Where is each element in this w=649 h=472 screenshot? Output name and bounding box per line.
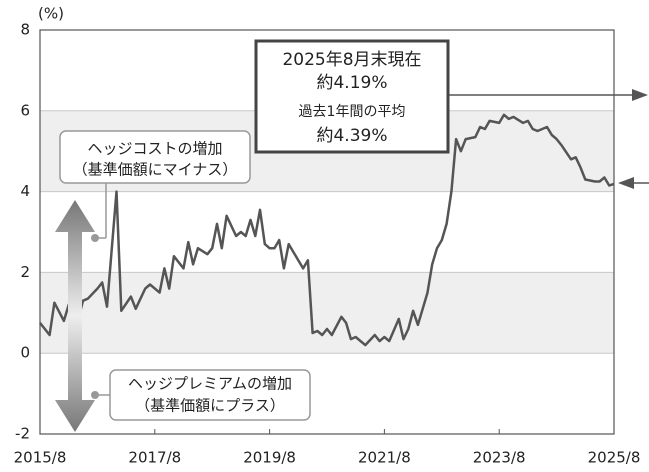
direction-arrow <box>55 200 95 432</box>
callout-box <box>59 130 251 184</box>
callout-box <box>109 369 311 421</box>
x-tick-label: 2019/8 <box>243 449 296 467</box>
info-text: 約4.19% <box>316 73 387 93</box>
pointer-arrow <box>618 177 634 189</box>
band <box>40 272 614 354</box>
y-tick-label: 8 <box>20 21 30 39</box>
info-text: 2025年8月末現在 <box>282 50 421 70</box>
y-tick-label: -2 <box>15 425 30 443</box>
y-unit: (%) <box>38 5 64 23</box>
series <box>39 113 615 347</box>
info-box <box>254 39 450 154</box>
callout-text: ヘッジプレミアムの増加 <box>128 375 292 393</box>
y-tick-label: 4 <box>20 182 30 200</box>
y-tick-label: 2 <box>20 263 30 281</box>
callout-dot <box>91 234 99 242</box>
callout-text: ヘッジコストの増加 <box>87 140 222 158</box>
x-tick-label: 2017/8 <box>128 449 181 467</box>
x-tick-label: 2021/8 <box>358 449 411 467</box>
callout-dot <box>91 391 99 399</box>
series-line <box>39 113 615 347</box>
pointer-arrow <box>632 89 648 101</box>
x-tick-label: 2023/8 <box>473 449 526 467</box>
plot-frame <box>39 29 615 435</box>
y-tick-label: 0 <box>20 344 30 362</box>
x-tick-label: 2015/8 <box>14 449 67 467</box>
y-tick-label: 6 <box>20 101 30 119</box>
info-text: 約4.39% <box>316 126 387 146</box>
x-tick-label: 2025/8 <box>588 449 641 467</box>
callout-text: （基準価額にマイナス） <box>73 161 238 179</box>
info-text: 過去1年間の平均 <box>299 104 406 120</box>
callout-text: （基準価額にプラス） <box>135 397 285 415</box>
